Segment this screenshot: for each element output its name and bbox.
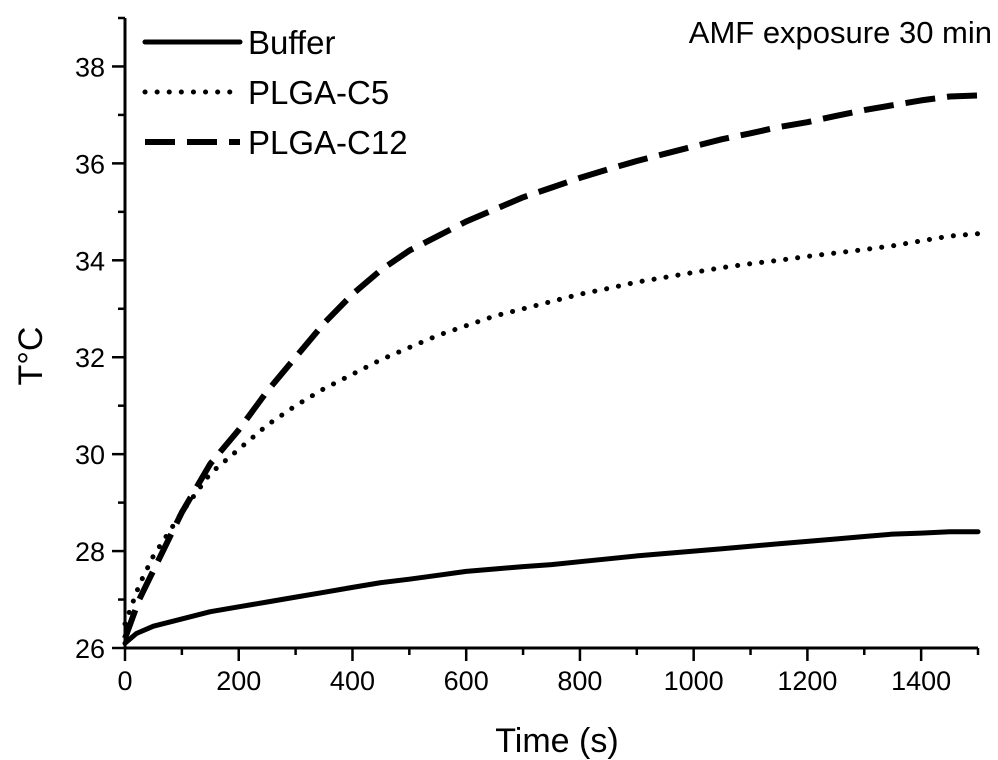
y-tick-label: 32: [75, 343, 105, 373]
legend-label: Buffer: [248, 24, 335, 61]
y-tick-label: 28: [75, 537, 105, 567]
series-line-buffer: [122, 529, 981, 646]
x-tick-label: 400: [330, 666, 375, 696]
y-tick-label: 38: [75, 52, 105, 82]
legend-label: PLGA-C5: [248, 74, 389, 111]
y-tick-label: 30: [75, 440, 105, 470]
series-line-plga-c12: [122, 92, 979, 640]
legend-label: PLGA-C12: [248, 124, 408, 161]
axes: [123, 18, 978, 650]
series-lines: [122, 92, 981, 646]
x-tick-label: 1000: [664, 666, 724, 696]
x-axis-title: Time (s): [495, 722, 618, 760]
y-tick-label: 34: [75, 246, 105, 276]
x-tick-label: 200: [216, 666, 261, 696]
x-tick-label: 0: [117, 666, 132, 696]
series-line-plga-c5: [122, 231, 981, 627]
y-tick-label: 36: [75, 149, 105, 179]
y-ticks: 26 28 30 32 34 36 38: [75, 16, 125, 664]
x-tick-label: 1400: [891, 666, 951, 696]
y-axis-title: T°C: [12, 327, 50, 386]
legend: Buffer PLGA-C5 PLGA-C12: [142, 24, 408, 161]
x-tick-label: 600: [444, 666, 489, 696]
x-tick-label: 1200: [777, 666, 837, 696]
annotation-text: AMF exposure 30 min: [689, 15, 992, 50]
y-tick-label: 26: [75, 634, 105, 664]
x-tick-label: 800: [557, 666, 602, 696]
x-ticks: 0 200 400 600 800 1000 1200 1400: [117, 648, 980, 696]
